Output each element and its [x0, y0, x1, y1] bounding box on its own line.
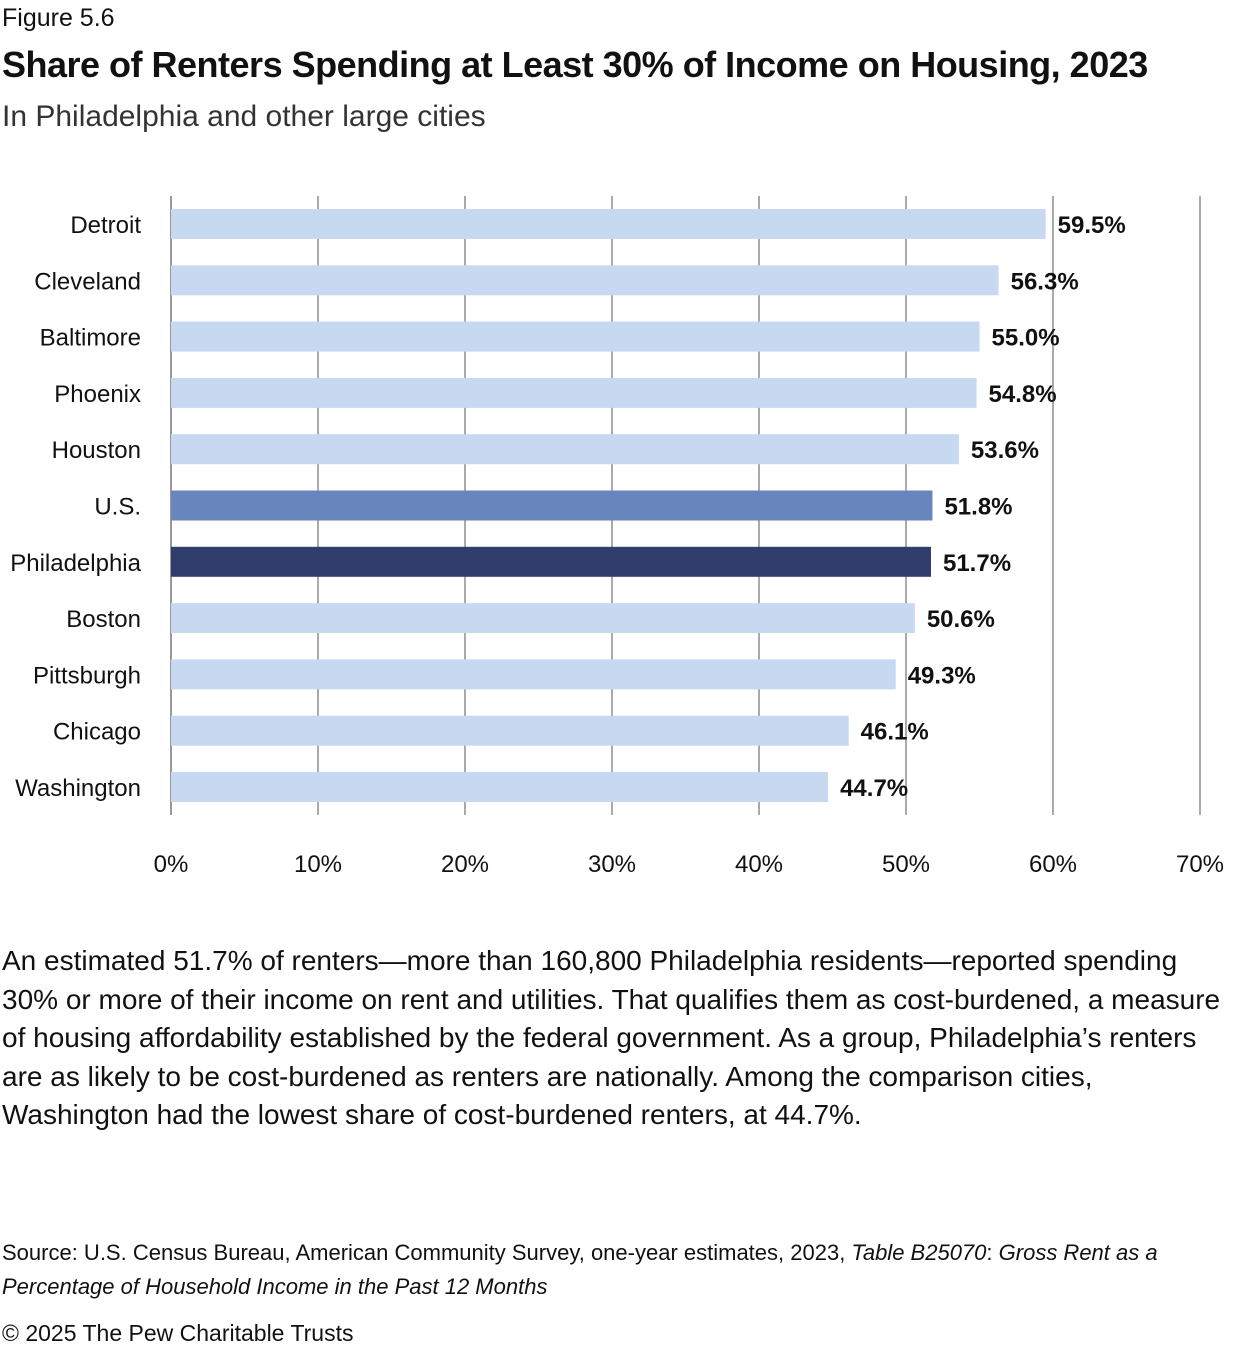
source-table-title: Gross Rent as a Percentage of Household … [2, 1240, 1158, 1299]
x-tick-label: 30% [588, 851, 636, 878]
category-label: Philadelphia [10, 550, 141, 577]
data-label: 46.1% [861, 719, 929, 746]
category-label: Detroit [70, 212, 141, 239]
data-label: 56.3% [1011, 268, 1079, 295]
data-label: 53.6% [971, 437, 1039, 464]
bar-baltimore [171, 321, 980, 352]
bar-washington [171, 772, 829, 802]
copyright: © 2025 The Pew Charitable Trusts [2, 1320, 354, 1346]
bar-phoenix [171, 377, 977, 408]
category-label: Houston [52, 437, 141, 464]
category-label: U.S. [94, 494, 141, 521]
data-label: 54.8% [989, 381, 1057, 408]
source-colon: : [986, 1240, 999, 1265]
source-table: Table B25070 [851, 1240, 987, 1265]
x-tick-label: 70% [1176, 851, 1224, 878]
x-tick-label: 10% [294, 851, 342, 878]
chart-subtitle: In Philadelphia and other large cities [2, 100, 486, 133]
figure-label: Figure 5.6 [2, 4, 115, 32]
x-tick-label: 40% [735, 851, 783, 878]
source-prefix: Source: U.S. Census Bureau, American Com… [2, 1240, 852, 1265]
category-label: Chicago [53, 719, 141, 746]
category-label: Cleveland [34, 268, 141, 295]
bar-pittsburgh [171, 659, 896, 690]
data-label: 55.0% [992, 325, 1060, 352]
source-note: Source: U.S. Census Bureau, American Com… [2, 1236, 1238, 1304]
bar-cleveland [171, 265, 999, 296]
data-label: 49.3% [908, 662, 976, 689]
data-label: 51.8% [944, 494, 1012, 521]
bar-detroit [171, 209, 1046, 239]
x-tick-label: 0% [154, 851, 189, 878]
category-label: Washington [15, 775, 141, 802]
data-label: 50.6% [927, 606, 995, 633]
category-label: Boston [66, 606, 141, 633]
category-label: Baltimore [40, 325, 141, 352]
bar-chart: 0% 10% 20% 30% 40% 50% 60% 70% Detroit 59.5% Cleve… [10, 196, 1224, 878]
body-text: An estimated 51.7% of renters—more than … [2, 945, 1221, 1131]
bar-chicago [171, 715, 849, 746]
category-label: Pittsburgh [33, 662, 141, 689]
bar-boston [171, 603, 915, 634]
x-tick-label: 60% [1029, 851, 1077, 878]
data-label: 59.5% [1058, 212, 1126, 239]
x-tick-label: 20% [441, 851, 489, 878]
bar-u-s- [171, 490, 933, 521]
bar-houston [171, 434, 959, 465]
data-label: 44.7% [840, 775, 908, 802]
x-tick-label: 50% [882, 851, 930, 878]
chart-title: Share of Renters Spending at Least 30% o… [2, 44, 1148, 85]
data-label: 51.7% [943, 550, 1011, 577]
category-label: Phoenix [54, 381, 141, 408]
bar-philadelphia [171, 546, 931, 577]
